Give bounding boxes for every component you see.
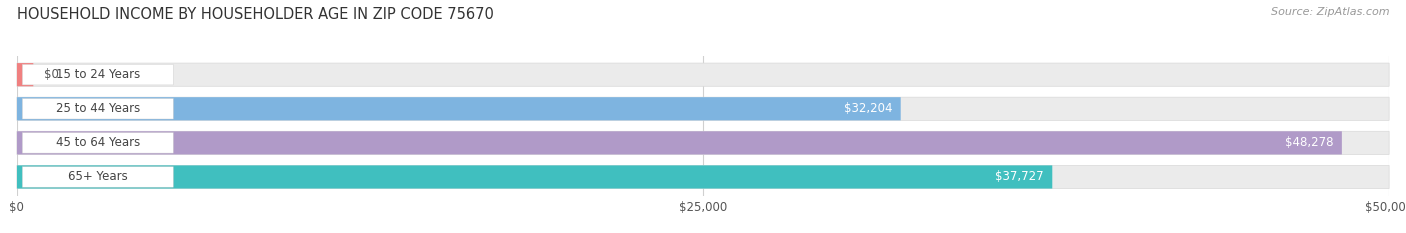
Text: $0: $0	[45, 68, 59, 81]
Text: $37,727: $37,727	[995, 171, 1045, 183]
FancyBboxPatch shape	[22, 65, 173, 85]
FancyBboxPatch shape	[17, 97, 1389, 120]
FancyBboxPatch shape	[17, 63, 1389, 86]
Text: 65+ Years: 65+ Years	[67, 171, 128, 183]
FancyBboxPatch shape	[17, 63, 34, 86]
FancyBboxPatch shape	[17, 165, 1389, 188]
Text: 15 to 24 Years: 15 to 24 Years	[56, 68, 141, 81]
FancyBboxPatch shape	[22, 167, 173, 187]
Text: $48,278: $48,278	[1285, 136, 1334, 149]
FancyBboxPatch shape	[17, 165, 1052, 188]
FancyBboxPatch shape	[17, 131, 1341, 154]
FancyBboxPatch shape	[22, 133, 173, 153]
Text: 25 to 44 Years: 25 to 44 Years	[56, 102, 141, 115]
Text: 45 to 64 Years: 45 to 64 Years	[56, 136, 141, 149]
FancyBboxPatch shape	[17, 131, 1389, 154]
Text: HOUSEHOLD INCOME BY HOUSEHOLDER AGE IN ZIP CODE 75670: HOUSEHOLD INCOME BY HOUSEHOLDER AGE IN Z…	[17, 7, 494, 22]
Text: $32,204: $32,204	[844, 102, 893, 115]
FancyBboxPatch shape	[17, 97, 901, 120]
FancyBboxPatch shape	[22, 99, 173, 119]
Text: Source: ZipAtlas.com: Source: ZipAtlas.com	[1271, 7, 1389, 17]
